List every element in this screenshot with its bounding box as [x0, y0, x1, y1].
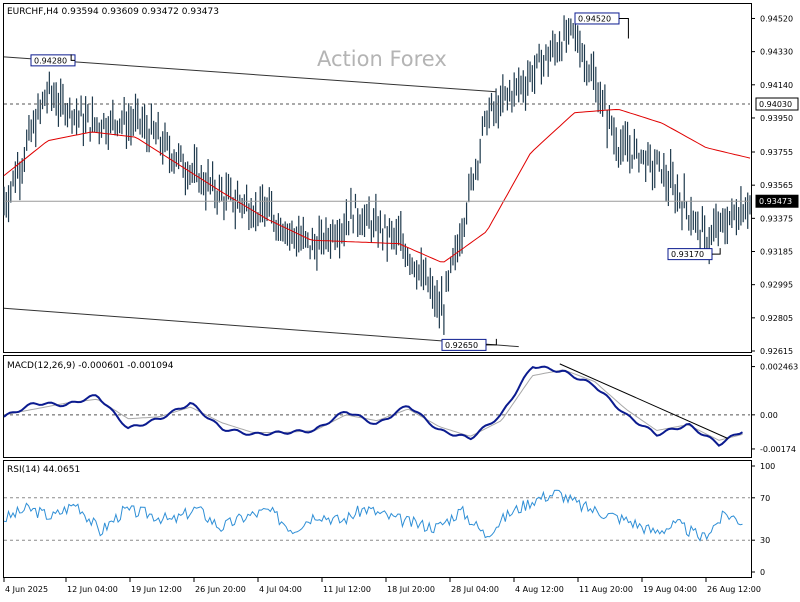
price-callout-leader — [619, 17, 629, 39]
channel-lower-trendline — [3, 307, 519, 348]
price-tick-label: 0.92615 — [760, 347, 793, 356]
price-pane: 0.94520 0.94330 0.94140 0.93950 0.93755 0.935… — [3, 12, 799, 356]
x-tick-label: 26 Jun 20:00 — [195, 585, 246, 594]
macd-signal-line — [3, 369, 743, 441]
macd-line — [3, 365, 743, 447]
x-tick-label: 19 Jun 12:00 — [131, 585, 182, 594]
x-tick-label: 18 Jul 20:00 — [387, 585, 435, 594]
current-price-label: 0.93473 — [759, 197, 792, 206]
resistance-level-box — [755, 97, 799, 111]
x-tick-label: 4 Jul 04:00 — [259, 585, 302, 594]
watermark: Action Forex — [317, 47, 447, 71]
macd-pane: 0.002463 0.00 -0.00174 — [3, 363, 798, 454]
price-callout-leader — [70, 54, 75, 61]
rsi-pane: 100 70 30 0 — [3, 462, 775, 577]
price-pane-frame — [3, 3, 752, 353]
rsi-tick-label: 100 — [760, 462, 775, 471]
price-callout-leader — [486, 338, 497, 346]
resistance-level-label: 0.94030 — [759, 100, 792, 109]
price-callout-label: 0.93170 — [671, 250, 704, 259]
price-tick-label: 0.93565 — [760, 181, 793, 190]
macd-tick-label: 0.00 — [760, 411, 778, 420]
x-tick-label: 11 Aug 20:00 — [579, 585, 633, 594]
price-tick-label: 0.94330 — [760, 48, 793, 57]
rsi-line — [3, 489, 743, 542]
rsi-tick-label: 70 — [760, 494, 770, 503]
x-tick-label: 4 Jun 2025 — [5, 585, 48, 594]
price-tick-label: 0.94520 — [760, 14, 793, 23]
price-tick-label: 0.93950 — [760, 114, 793, 123]
price-tick-label: 0.92995 — [760, 281, 793, 290]
price-callout-label: 0.92650 — [445, 341, 478, 350]
x-tick-label: 12 Jun 04:00 — [67, 585, 118, 594]
price-tick-label: 0.93185 — [760, 248, 793, 257]
x-tick-label: 19 Aug 04:00 — [643, 585, 697, 594]
channel-upper-trendline — [3, 56, 497, 93]
price-callout-label: 0.94280 — [34, 56, 67, 65]
price-tick-label: 0.93755 — [760, 148, 793, 157]
price-callout-leader — [712, 248, 721, 255]
current-price-box — [755, 194, 799, 208]
price-callout-label: 0.94520 — [578, 14, 611, 23]
x-axis: 4 Jun 2025 12 Jun 04:00 19 Jun 12:00 26 Jun… — [3, 578, 761, 594]
x-tick-label: 26 Aug 12:00 — [707, 585, 761, 594]
x-tick-label: 4 Aug 12:00 — [515, 585, 564, 594]
macd-trendline — [559, 363, 728, 439]
rsi-pane-frame — [3, 460, 752, 578]
macd-pane-frame — [3, 355, 752, 458]
price-tick-label: 0.94140 — [760, 81, 793, 90]
macd-tick-label: 0.002463 — [760, 363, 798, 372]
price-tick-label: 0.93375 — [760, 214, 793, 223]
rsi-tick-label: 0 — [760, 568, 765, 577]
symbol-header: EURCHF,H4 0.93594 0.93609 0.93472 0.9347… — [7, 7, 219, 17]
price-tick-label: 0.92805 — [760, 314, 793, 323]
rsi-tick-label: 30 — [760, 536, 770, 545]
rsi-title: RSI(14) 44.0651 — [7, 465, 80, 475]
x-tick-label: 11 Jul 12:00 — [323, 585, 371, 594]
macd-tick-label: -0.00174 — [760, 445, 796, 454]
macd-title: MACD(12,26,9) -0.000601 -0.001094 — [7, 361, 174, 371]
moving-average-line — [3, 108, 751, 263]
x-tick-label: 28 Jul 04:00 — [451, 585, 499, 594]
